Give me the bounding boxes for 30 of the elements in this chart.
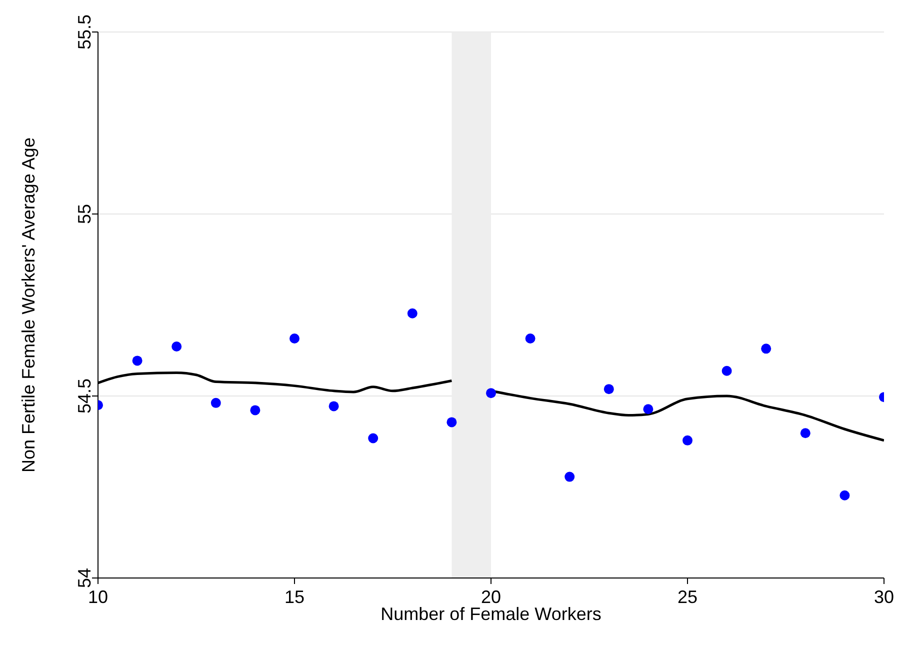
point [643,404,654,414]
point [328,401,339,412]
point [486,388,496,398]
y-tick-label: 55 [74,204,94,224]
point [761,344,772,354]
x-tick-label: 10 [88,586,108,607]
point [722,366,732,376]
point [446,417,457,428]
point [840,490,850,500]
point [132,356,142,366]
point [525,333,536,344]
point [682,435,692,446]
x-tick-label: 25 [677,586,698,607]
point [564,472,575,482]
x-axis-title: Number of Female Workers [380,604,602,624]
y-axis-title: Non Fertile Female Workers' Average Age [18,138,38,472]
x-tick-label: 30 [874,586,894,607]
point [368,433,378,444]
point [800,428,810,438]
point [407,308,418,318]
point [290,333,300,344]
point [604,384,614,394]
x-tick-label: 20 [480,586,502,607]
point [172,341,182,352]
y-tick-label: 54.5 [74,378,94,414]
x-tick-label: 15 [284,586,305,607]
point [250,405,260,416]
y-tick-label: 54 [74,568,94,588]
point [210,398,221,408]
y-tick-label: 55.5 [74,14,94,50]
